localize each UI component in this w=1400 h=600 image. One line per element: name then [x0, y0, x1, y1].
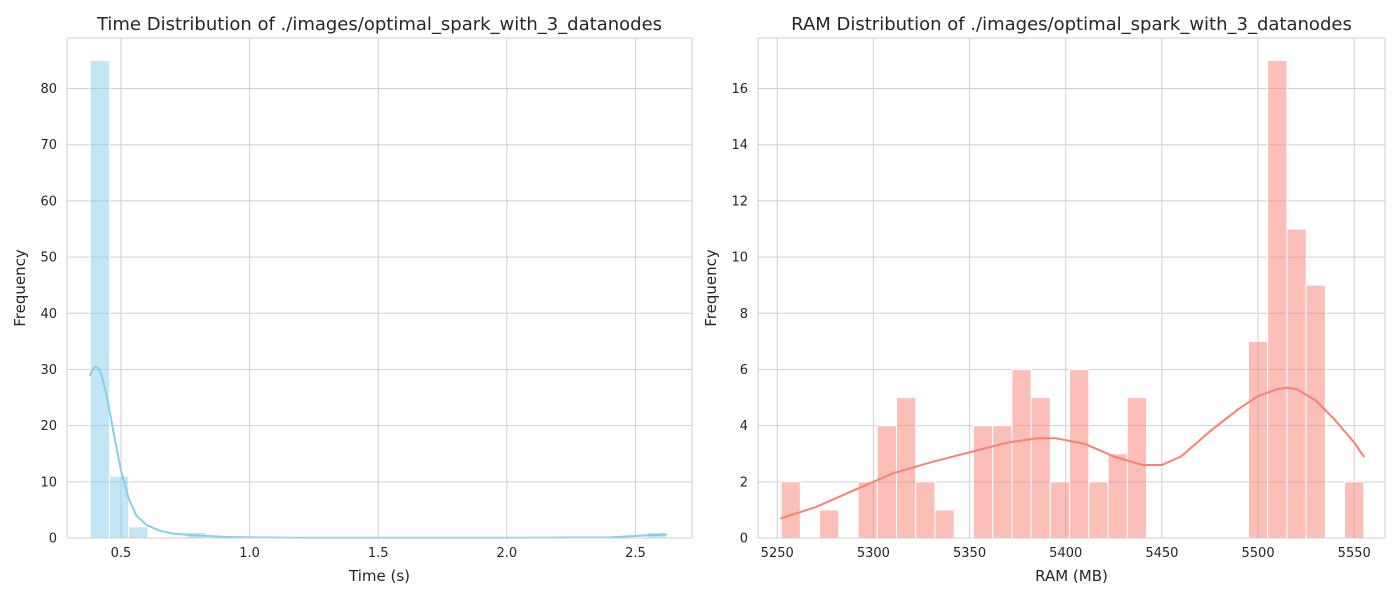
- chart-1-x-tick-label: 5500: [1242, 546, 1275, 561]
- chart-0-y-tick-label: 70: [40, 138, 57, 153]
- ram-histogram-panel: 0 2 4 6 8 10 12 14 16 5250 5300 5350 5400 5450 5500 555…: [700, 0, 1400, 600]
- chart-1-histogram-bar: [1049, 481, 1071, 539]
- chart-0-x-tick-label: 1.0: [239, 546, 260, 561]
- chart-1-histogram-bar: [1344, 481, 1365, 539]
- chart-1-histogram-bar: [876, 425, 897, 539]
- chart-1-histogram-bar: [1088, 481, 1109, 539]
- chart-1-y-tick-label: 8: [740, 307, 748, 322]
- chart-1-histogram-bar: [1247, 340, 1269, 539]
- chart-1-x-tick-label: 5250: [761, 546, 794, 561]
- chart-1-histogram-bar: [1305, 284, 1326, 539]
- chart-1-chart-title: RAM Distribution of ./images/optimal_spa…: [791, 14, 1352, 35]
- time-histogram-panel: 0 10 20 30 40 50 60 70 80 0.5 1.0 1.5 2.0 2.5 Time Dis…: [11, 14, 693, 585]
- chart-1-x-axis-label: RAM (MB): [1035, 567, 1108, 585]
- chart-0-x-axis-label: Time (s): [348, 567, 410, 585]
- chart-1-y-tick-label: 12: [731, 194, 748, 209]
- chart-0-x-tick-label: 2.0: [496, 546, 517, 561]
- chart-1-histogram-bar: [1286, 228, 1307, 539]
- chart-1-y-tick-label: 6: [740, 363, 748, 378]
- chart-0-x-tick-label: 0.5: [111, 546, 132, 561]
- chart-0-y-tick-label: 50: [40, 251, 57, 266]
- chart-0-x-tick-label: 1.5: [368, 546, 389, 561]
- time-histogram-chart: 0 10 20 30 40 50 60 70 80 0.5 1.0 1.5 2.0 2.5 Time Dis…: [11, 14, 693, 585]
- chart-0-y-tick-label: 10: [40, 475, 57, 490]
- chart-1-y-tick-label: 2: [740, 475, 748, 490]
- chart-0-y-tick-label: 80: [40, 82, 57, 97]
- chart-1-y-tick-label: 4: [740, 419, 748, 434]
- chart-0-y-tick-label: 40: [40, 307, 57, 322]
- chart-0-y-tick-label: 60: [40, 194, 57, 209]
- chart-1-plot-frame: [757, 37, 1386, 539]
- chart-0-y-tick-label: 30: [40, 363, 57, 378]
- chart-1-x-tick-label: 5300: [857, 546, 890, 561]
- chart-1-y-tick-label: 10: [731, 251, 748, 266]
- chart-1-histogram-bar: [857, 481, 878, 539]
- chart-1-histogram-bar: [1011, 368, 1032, 539]
- chart-1-histogram-bar: [1069, 368, 1090, 539]
- chart-1-histogram-bar: [1267, 59, 1288, 539]
- chart-1-histogram-bar: [934, 509, 955, 539]
- chart-1-y-tick-label: 16: [731, 82, 748, 97]
- chart-1-y-tick-label: 0: [740, 532, 748, 547]
- chart-1-histogram-bar: [972, 425, 994, 539]
- chart-0-histogram-bar: [128, 526, 149, 539]
- chart-1-x-tick-label: 5450: [1145, 546, 1178, 561]
- chart-1-kde-curve: [780, 386, 1365, 520]
- chart-0-plot-frame: [66, 37, 693, 539]
- chart-0-y-tick-label: 0: [49, 532, 57, 547]
- chart-0-y-axis-label: Frequency: [11, 249, 29, 327]
- chart-1-histogram-bar: [819, 509, 840, 539]
- chart-0-chart-title: Time Distribution of ./images/optimal_sp…: [96, 14, 662, 35]
- ram-histogram-chart: 0 2 4 6 8 10 12 14 16 5250 5300 5350 5400 5450 5500 555…: [702, 14, 1386, 585]
- chart-1-histogram-bar: [1107, 453, 1128, 539]
- chart-1-histogram-bar: [915, 481, 936, 539]
- chart-0-x-tick-label: 2.5: [625, 546, 646, 561]
- chart-1-y-axis-label: Frequency: [702, 249, 720, 327]
- chart-1-x-tick-label: 5550: [1338, 546, 1371, 561]
- chart-1-histogram-bar: [1126, 397, 1148, 539]
- chart-1-histogram-bar: [780, 481, 801, 539]
- chart-1-histogram-bar: [1030, 397, 1051, 539]
- chart-0-histogram-bar: [89, 59, 110, 539]
- chart-1-x-tick-label: 5400: [1049, 546, 1082, 561]
- chart-0-y-tick-label: 20: [40, 419, 57, 434]
- chart-1-y-tick-label: 14: [731, 138, 748, 153]
- chart-1-x-tick-label: 5350: [953, 546, 986, 561]
